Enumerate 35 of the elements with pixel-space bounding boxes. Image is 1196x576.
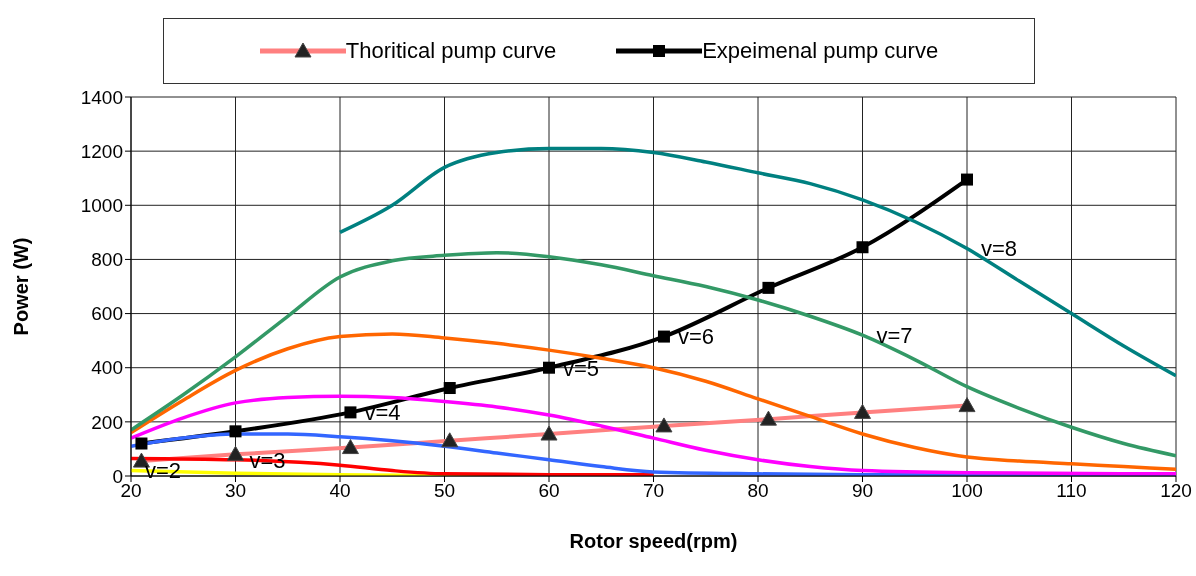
x-tick-label: 90 (851, 480, 874, 502)
y-tick-label: 1000 (80, 195, 123, 217)
y-tick-label: 600 (91, 303, 123, 325)
y-axis-title: Power (W) (10, 237, 33, 336)
point (762, 281, 775, 294)
legend-label: Thoritical pump curve (345, 38, 557, 64)
y-tick-label: 1200 (80, 140, 123, 162)
line-series (338, 146, 1176, 378)
point (657, 330, 670, 343)
annotation: v=8 (981, 236, 1018, 262)
point (543, 361, 555, 374)
point (135, 437, 148, 450)
x-tick-label: 50 (433, 480, 456, 502)
x-tick-label: 110 (1056, 480, 1087, 502)
y-tick-label: 800 (91, 249, 123, 271)
annotation: v=6 (677, 324, 715, 350)
y-tick-label: 1400 (80, 86, 123, 108)
x-tick-label: 80 (747, 480, 769, 502)
x-tick-label: 100 (951, 480, 983, 502)
annotation: v=7 (876, 323, 913, 349)
point (229, 425, 242, 438)
point (344, 406, 357, 419)
point (443, 382, 456, 395)
annotation: v=4 (364, 400, 401, 426)
y-tick-label: 400 (91, 357, 123, 379)
x-tick-label: 70 (642, 480, 665, 502)
x-tick-label: 60 (538, 480, 560, 502)
point (961, 173, 973, 186)
y-tick-label: 200 (91, 411, 123, 433)
x-tick-label: 30 (224, 480, 247, 502)
point (856, 241, 869, 254)
x-axis-title: Rotor speed(rpm) (569, 530, 738, 552)
legend-label: Expeimenal pump curve (702, 38, 939, 64)
x-tick-label: 40 (329, 480, 351, 502)
x-tick-label: 120 (1160, 480, 1192, 502)
